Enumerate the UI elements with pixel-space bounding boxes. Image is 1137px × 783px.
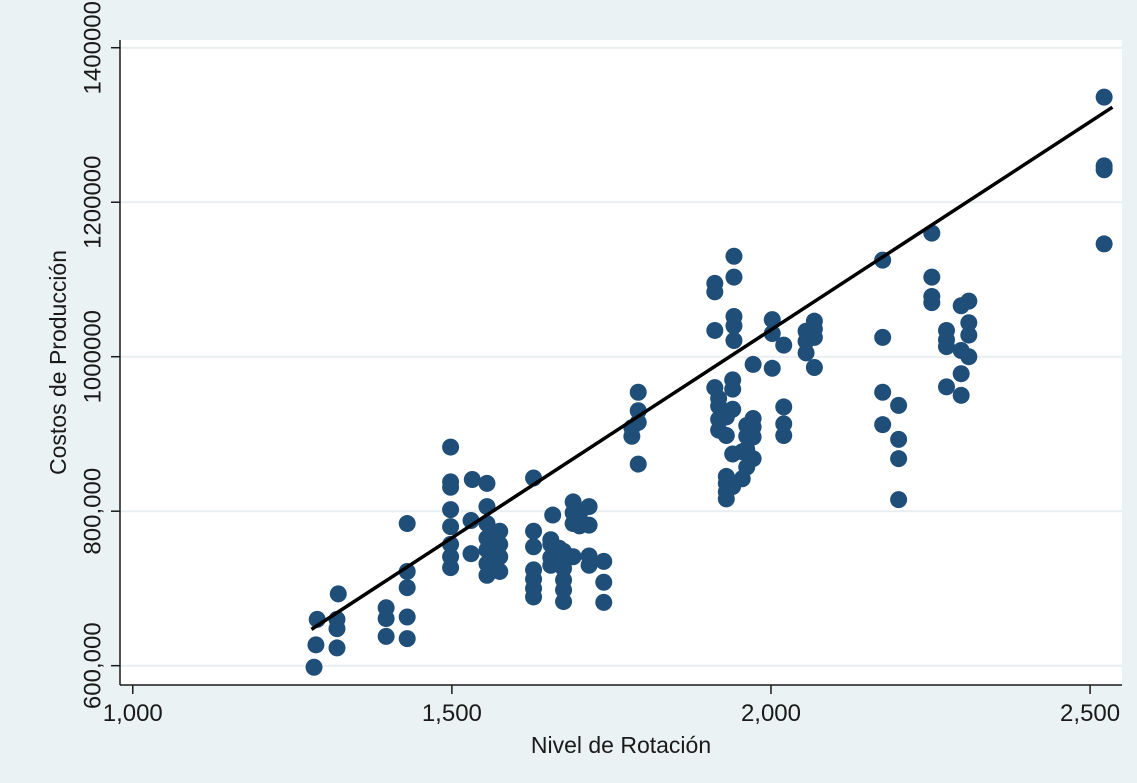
data-point: [725, 247, 743, 265]
data-point: [478, 529, 496, 547]
data-point: [595, 573, 613, 591]
data-point: [442, 518, 460, 536]
data-point: [725, 268, 743, 286]
data-point: [478, 555, 496, 573]
x-tick-label: 1,500: [422, 700, 482, 727]
data-points: [305, 88, 1113, 676]
data-point: [937, 378, 955, 396]
y-tick-label: 1400000: [79, 1, 106, 94]
data-point: [463, 471, 481, 489]
data-point: [305, 658, 323, 676]
data-point: [1095, 157, 1113, 175]
data-point: [890, 430, 908, 448]
data-point: [952, 365, 970, 383]
y-tick-label: 1200000: [79, 155, 106, 248]
data-point: [717, 426, 735, 444]
y-tick-label: 1000000: [79, 310, 106, 403]
x-tick-label: 1,000: [103, 700, 163, 727]
data-point: [890, 396, 908, 414]
data-point: [398, 579, 416, 597]
data-point: [725, 308, 743, 326]
y-axis-ticks: 600,000 800,000 1000000 1200000 1400000: [79, 1, 120, 709]
data-point: [595, 552, 613, 570]
data-point: [890, 491, 908, 509]
data-point: [775, 398, 793, 416]
data-point: [595, 593, 613, 611]
data-point: [710, 389, 728, 407]
fit-line: [310, 105, 1114, 631]
y-tick-label: 800,000: [79, 468, 106, 555]
data-point: [629, 455, 647, 473]
data-point: [763, 359, 781, 377]
x-tick-label: 2,000: [741, 700, 801, 727]
data-point: [525, 538, 543, 556]
grid-lines: [120, 46, 1122, 667]
data-point: [960, 292, 978, 310]
data-point: [937, 321, 955, 339]
data-point: [874, 328, 892, 346]
data-point: [398, 515, 416, 533]
data-point: [923, 268, 941, 286]
data-point: [874, 416, 892, 434]
data-point: [923, 287, 941, 305]
data-point: [706, 321, 724, 339]
data-point: [555, 559, 573, 577]
data-point: [442, 548, 460, 566]
data-point: [960, 314, 978, 332]
x-tick-label: 2,500: [1060, 700, 1120, 727]
data-point: [744, 410, 762, 428]
data-point: [580, 498, 598, 516]
data-point: [960, 326, 978, 344]
data-point: [442, 438, 460, 456]
data-point: [442, 473, 460, 491]
y-axis-title: Costos de Producción: [45, 250, 71, 475]
data-point: [725, 331, 743, 349]
data-point: [744, 450, 762, 468]
data-point: [805, 312, 823, 330]
data-point: [478, 474, 496, 492]
data-point: [377, 599, 395, 617]
data-point: [724, 371, 742, 389]
plot-area: [120, 40, 1122, 685]
data-point: [580, 547, 598, 565]
x-axis-ticks: 1,000 1,500 2,000 2,500: [103, 685, 1120, 727]
data-point: [329, 585, 347, 603]
data-point: [491, 535, 509, 553]
data-point: [525, 522, 543, 540]
data-point: [398, 630, 416, 648]
data-point: [328, 639, 346, 657]
x-axis-title: Nivel de Rotación: [531, 732, 711, 758]
data-point: [744, 355, 762, 373]
data-point: [462, 545, 480, 563]
data-point: [491, 522, 509, 540]
data-point: [724, 400, 742, 418]
data-point: [775, 415, 793, 433]
y-tick-label: 600,000: [79, 622, 106, 709]
data-point: [1095, 88, 1113, 106]
data-point: [960, 348, 978, 366]
data-point: [706, 274, 724, 292]
data-point: [775, 336, 793, 354]
data-point: [525, 561, 543, 579]
data-point: [890, 450, 908, 468]
data-point: [491, 548, 509, 566]
data-point: [629, 383, 647, 401]
data-point: [491, 562, 509, 580]
data-point: [564, 548, 582, 566]
data-point: [398, 562, 416, 580]
data-point: [763, 311, 781, 329]
data-point: [763, 325, 781, 343]
data-point: [805, 359, 823, 377]
data-point: [580, 516, 598, 534]
data-point: [1095, 235, 1113, 253]
data-point: [398, 608, 416, 626]
data-point: [377, 627, 395, 645]
data-point: [874, 383, 892, 401]
data-point: [462, 511, 480, 529]
data-point: [952, 386, 970, 404]
data-point: [544, 506, 562, 524]
data-point: [307, 636, 325, 654]
data-point: [442, 501, 460, 519]
